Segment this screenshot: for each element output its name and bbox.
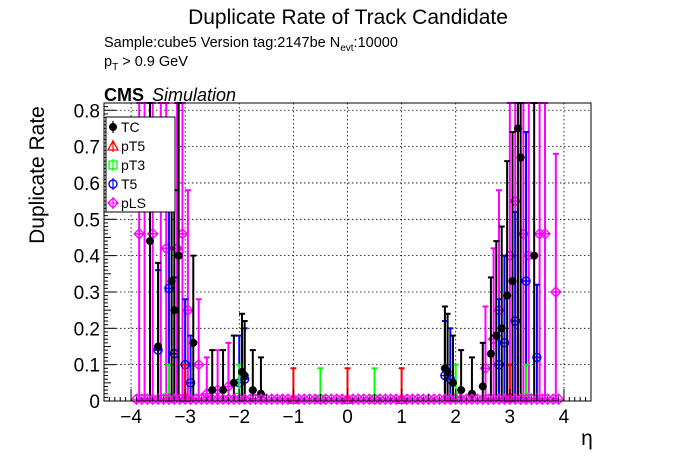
- data-point-TC: [478, 382, 487, 391]
- data-point-TC: [457, 386, 466, 395]
- y-tick-label: 0.2: [74, 319, 100, 340]
- info-line1-sub: evt: [340, 43, 354, 54]
- data-point-T5: [499, 338, 510, 348]
- data-point-TC: [154, 342, 163, 351]
- data-point-TC: [486, 349, 495, 358]
- chart-info-line-2: pT > 0.9 GeV: [104, 54, 188, 73]
- data-point-T5: [532, 352, 542, 363]
- data-point-TC: [248, 386, 257, 395]
- data-point-T5: [510, 316, 520, 326]
- legend-label-TC: TC: [121, 119, 140, 135]
- y-tick-label: 0.3: [74, 283, 100, 304]
- info-line2-sub: T: [112, 62, 118, 73]
- data-point-T5: [164, 283, 174, 294]
- data-point-TC: [208, 386, 217, 395]
- legend-label-T5: T5: [121, 176, 138, 192]
- legend-label-pT5: pT5: [121, 138, 145, 154]
- legend-label-pT3: pT3: [121, 157, 145, 173]
- data-point-TC: [174, 251, 183, 260]
- y-tick-label: 0.8: [74, 101, 100, 122]
- data-point-TC: [219, 386, 228, 395]
- x-tick-label: 2: [450, 407, 461, 428]
- y-axis-label: Duplicate Rate: [26, 106, 49, 244]
- data-point-T5: [185, 378, 196, 388]
- y-tick-label: 0: [89, 392, 100, 413]
- axes: −4 −3 −2 −1 0 1 2 3 4 0 0.1 0.2 0.3 0.4 0.5 0.6 0.7 0.8: [74, 101, 592, 428]
- x-axis-label: η: [581, 427, 593, 450]
- data-point-pLS: [133, 227, 146, 240]
- data-point-TC: [449, 378, 458, 387]
- info-line2-suffix: > 0.9 GeV: [118, 54, 188, 70]
- info-line2-prefix: p: [104, 54, 112, 70]
- info-line1-suffix: :10000: [354, 35, 398, 51]
- legend-marker-pT5: [106, 139, 120, 151]
- x-tick-label: −3: [174, 407, 196, 428]
- data-point-pLS: [549, 286, 562, 298]
- x-tick-label: −1: [283, 407, 305, 428]
- legend-marker-pT3: [108, 160, 118, 170]
- legend-marker-T5: [108, 179, 118, 189]
- y-tick-label: 0.7: [74, 138, 100, 159]
- data-point-T5: [521, 276, 531, 286]
- x-tick-label: 1: [396, 407, 407, 428]
- data-point-TC: [492, 331, 501, 340]
- x-tick-label: 0: [342, 407, 353, 428]
- data-point-pLS: [192, 358, 205, 371]
- data-point-TC: [145, 237, 154, 246]
- info-line1-prefix: Sample:cube5 Version tag:2147be N: [104, 35, 340, 51]
- data-point-TC: [189, 338, 198, 347]
- cms-label: CMS Simulation: [104, 85, 236, 105]
- data-point-TC: [240, 371, 249, 380]
- legend-marker-TC: [109, 123, 117, 131]
- legend-marker-pLS: [107, 197, 119, 209]
- x-tick-label: −4: [120, 407, 142, 428]
- data-point-TC: [508, 277, 517, 286]
- legend: TC pT5 pT3 T5 pLS: [105, 116, 176, 213]
- y-tick-label: 0.6: [74, 174, 100, 195]
- data-point-TC: [443, 367, 452, 376]
- chart-info-line-1: Sample:cube5 Version tag:2147be Nevt:100…: [104, 35, 398, 54]
- data-point-TC: [530, 251, 539, 260]
- x-tick-label: −2: [228, 407, 250, 428]
- data-point-pLS: [539, 227, 551, 240]
- x-tick-label: 4: [559, 407, 570, 428]
- data-point-TC: [516, 153, 525, 162]
- x-tick-label: 3: [505, 407, 516, 428]
- chart-title: Duplicate Rate of Track Candidate: [188, 6, 508, 29]
- data-point-TC: [170, 306, 179, 315]
- data-point-T5: [494, 359, 504, 370]
- y-tick-label: 0.1: [74, 356, 100, 377]
- simulation-text: Simulation: [152, 85, 236, 105]
- y-tick-label: 0.5: [74, 210, 100, 231]
- data-point-TC: [503, 291, 512, 300]
- legend-label-pLS: pLS: [121, 195, 146, 211]
- data-point-TC: [229, 378, 238, 387]
- data-point-TC: [497, 324, 506, 333]
- cms-text: CMS: [104, 85, 144, 105]
- y-tick-label: 0.4: [74, 247, 101, 268]
